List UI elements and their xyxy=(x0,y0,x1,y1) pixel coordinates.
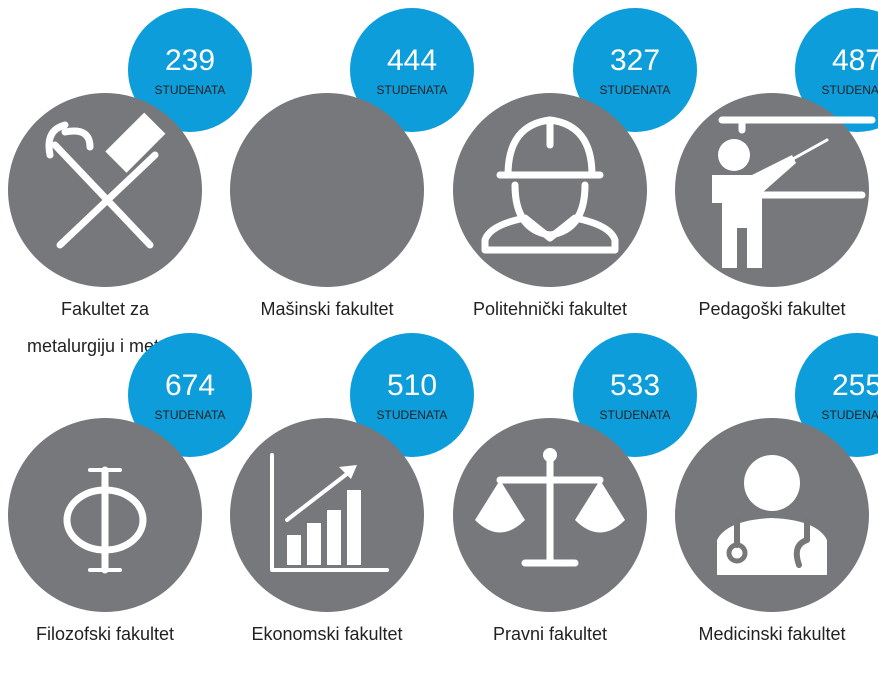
faculty-icon xyxy=(270,453,389,572)
count-badge xyxy=(573,333,697,457)
student-count: 255 xyxy=(832,369,878,402)
faculty-name: Pedagoški fakultet xyxy=(698,299,845,319)
student-count: 533 xyxy=(610,369,660,402)
faculty: 444 STUDENATA Mašinski fakultet xyxy=(230,8,474,319)
student-count: 674 xyxy=(165,369,215,402)
count-unit: STUDENATA xyxy=(600,408,671,422)
faculty-icon xyxy=(475,448,625,567)
count-unit: STUDENATA xyxy=(600,83,671,97)
count-badge xyxy=(350,8,474,132)
count-badge xyxy=(795,333,878,457)
student-count: 444 xyxy=(387,44,437,77)
faculty-name: Politehnički fakultet xyxy=(473,299,627,319)
faculty-circle xyxy=(8,93,202,287)
faculty: 533 STUDENATA Pravni fakultet xyxy=(453,333,697,644)
student-count: 327 xyxy=(610,44,660,77)
faculty-icon xyxy=(45,112,166,249)
student-count: 487 xyxy=(832,44,878,77)
count-unit: STUDENATA xyxy=(822,408,878,422)
faculty: 487 STUDENATA Pedagoški fakultet xyxy=(675,8,878,319)
count-badge xyxy=(128,333,252,457)
faculty-name: Ekonomski fakultet xyxy=(251,624,402,644)
faculty: 239 STUDENATA Fakultet za metalurgiju i met… xyxy=(8,8,252,356)
faculty: 510 STUDENATA Ekonomski fakultet xyxy=(230,333,474,644)
faculty-name: metalurgiju i metale xyxy=(27,336,183,356)
faculty-name: Mašinski fakultet xyxy=(260,299,393,319)
faculty-name: Fakultet za xyxy=(61,299,150,319)
count-unit: STUDENATA xyxy=(155,408,226,422)
count-badge xyxy=(573,8,697,132)
faculty: 255 STUDENATA Medicinski fakultet xyxy=(675,333,878,644)
student-count: 239 xyxy=(165,44,215,77)
faculty: 327 STUDENATA Politehnički fakultet xyxy=(453,8,697,319)
student-count: 510 xyxy=(387,369,437,402)
faculty-icon xyxy=(717,455,827,575)
faculty-name: Medicinski fakultet xyxy=(698,624,845,644)
count-unit: STUDENATA xyxy=(822,83,878,97)
faculty-name: Filozofski fakultet xyxy=(36,624,174,644)
faculty-icon xyxy=(63,466,147,574)
count-unit: STUDENATA xyxy=(377,83,448,97)
count-unit: STUDENATA xyxy=(377,408,448,422)
count-unit: STUDENATA xyxy=(155,83,226,97)
faculty-circle xyxy=(675,418,869,612)
faculty-circle xyxy=(230,93,424,287)
count-badge xyxy=(795,8,878,132)
faculty-icon xyxy=(712,116,876,268)
faculty-icon xyxy=(481,116,619,254)
faculty-name: Pravni fakultet xyxy=(493,624,607,644)
faculty-circle xyxy=(453,93,647,287)
faculty: 674 STUDENATA Filozofski fakultet xyxy=(8,333,252,644)
count-badge xyxy=(128,8,252,132)
count-badge xyxy=(350,333,474,457)
